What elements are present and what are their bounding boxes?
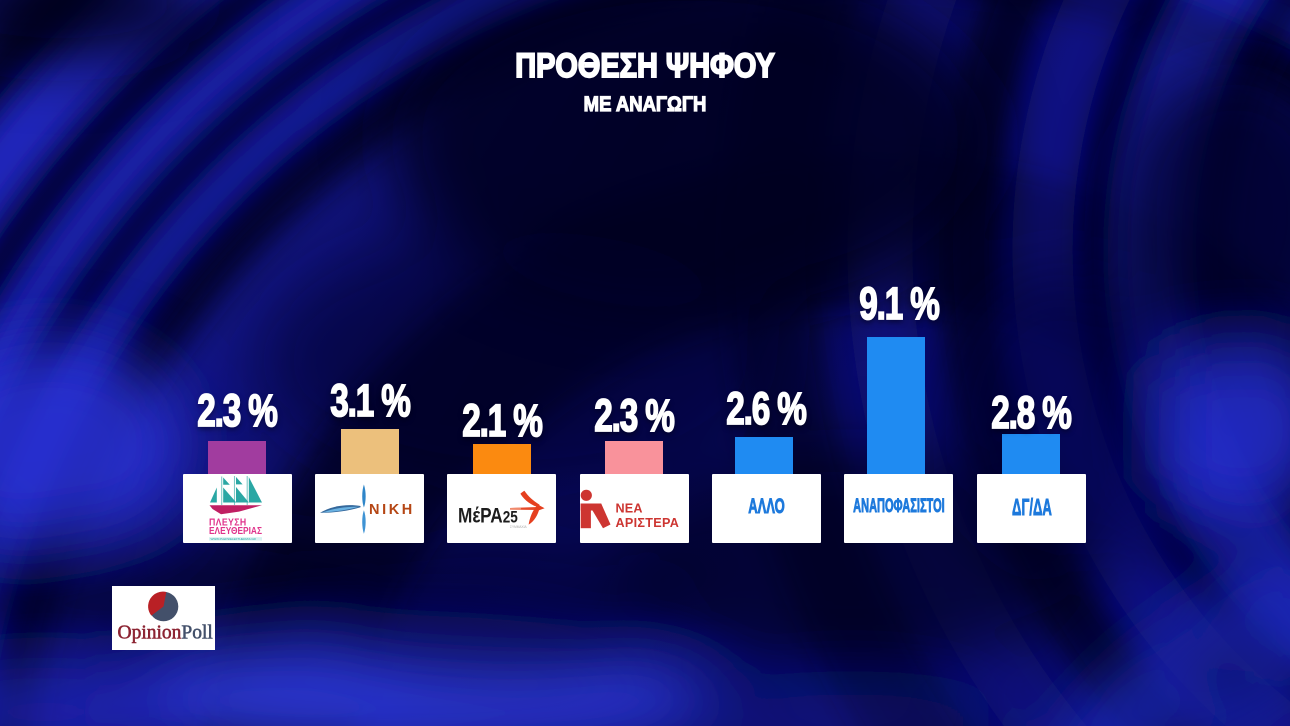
svg-text:ΝΕΑ: ΝΕΑ	[616, 502, 643, 516]
svg-text:OpinionPoll: OpinionPoll	[118, 623, 214, 644]
svg-text:ΣΥΜΜΑΧΙΑ: ΣΥΜΜΑΧΙΑ	[510, 525, 528, 529]
svg-text:ΕΛΕΥΘΕΡΙΑΣ: ΕΛΕΥΘΕΡΙΑΣ	[209, 525, 262, 536]
svg-text:ΑΡΙΣΤΕΡΑ: ΑΡΙΣΤΕΡΑ	[616, 516, 680, 530]
svg-text:ΜέΡΑ25: ΜέΡΑ25	[458, 505, 518, 528]
svg-text:ΝΙΚΗ: ΝΙΚΗ	[369, 502, 415, 518]
svg-text:ΠΛΕΥΣΗ: ΠΛΕΥΣΗ	[209, 517, 247, 529]
svg-text:WWW.PLEFSIELEFTHERIAS.GR: WWW.PLEFSIELEFTHERIAS.GR	[211, 537, 257, 541]
